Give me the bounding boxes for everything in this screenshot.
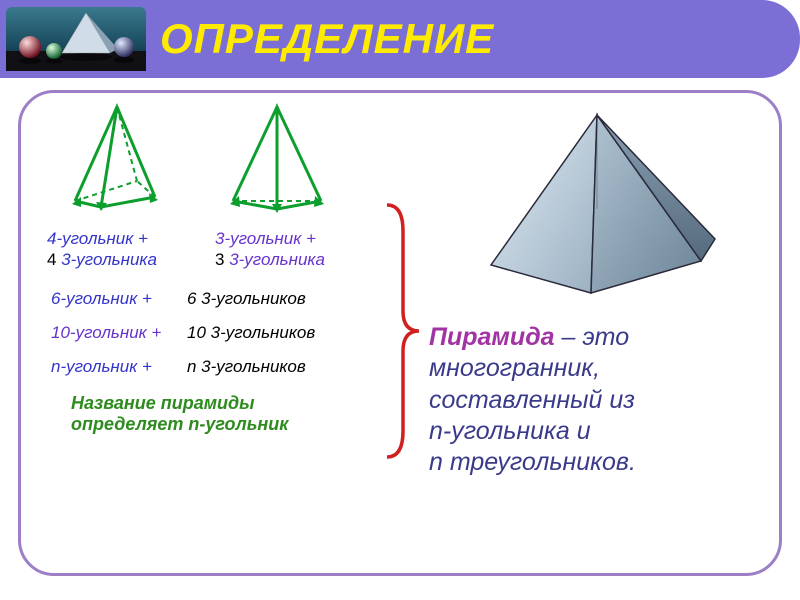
- page-title: ОПРЕДЕЛЕНИЕ: [160, 15, 494, 63]
- left-column: 4-угольник + 4 3-угольника 3-угольник + …: [31, 101, 401, 436]
- pyramid-labels: 4-угольник + 4 3-угольника 3-угольник + …: [47, 228, 401, 271]
- list-item: 6-угольник + 6 3-угольников: [51, 289, 401, 309]
- definition-text: Пирамида – это многогранник, составленны…: [429, 322, 759, 478]
- naming-note: Название пирамиды определяет n-угольник: [71, 393, 401, 436]
- header-thumbnail: [6, 7, 146, 71]
- list-item: n-угольник + n 3-угольников: [51, 357, 401, 377]
- content-panel: 4-угольник + 4 3-угольника 3-угольник + …: [18, 90, 782, 576]
- label-4gon-bottom: 4 3-угольника: [47, 249, 187, 270]
- definition-term: Пирамида: [429, 323, 555, 351]
- pyramid-4gon-icon: [57, 101, 177, 222]
- right-column: Пирамида – это многогранник, составленны…: [429, 101, 759, 478]
- pyramid-3gon-icon: [217, 101, 337, 222]
- big-pyramid-icon: [429, 101, 759, 306]
- small-pyramids-row: [57, 101, 401, 222]
- label-3gon-top: 3-угольник +: [215, 228, 355, 249]
- polygon-list: 6-угольник + 6 3-угольников 10-угольник …: [51, 289, 401, 377]
- curly-brace-icon: [381, 201, 421, 461]
- label-4gon-top: 4-угольник +: [47, 228, 187, 249]
- list-item: 10-угольник + 10 3-угольников: [51, 323, 401, 343]
- label-3gon-bottom: 3 3-угольника: [215, 249, 355, 270]
- title-header: ОПРЕДЕЛЕНИЕ: [0, 0, 800, 78]
